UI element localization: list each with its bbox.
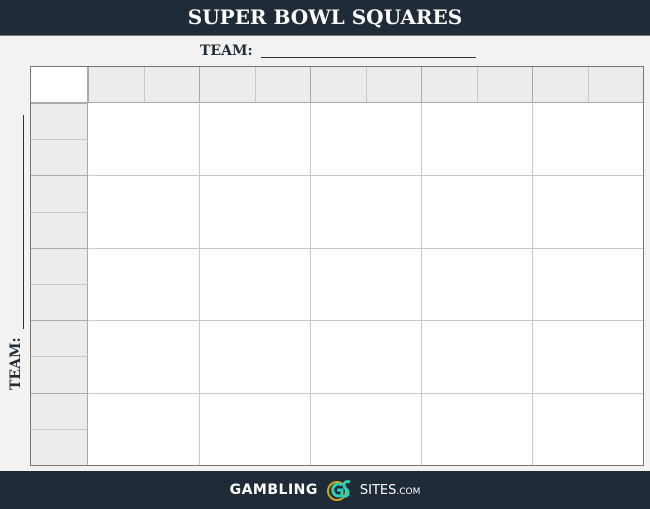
square-cell[interactable]: [310, 320, 421, 393]
corner-cell[interactable]: [31, 67, 88, 103]
row-number-cell[interactable]: [31, 175, 88, 212]
brand-left: GAMBLING: [229, 482, 318, 498]
square-cell[interactable]: [310, 103, 421, 176]
side-team-write-line[interactable]: [23, 115, 24, 329]
square-cell[interactable]: [421, 247, 532, 321]
square-cell[interactable]: [310, 392, 421, 465]
column-number-cell[interactable]: [365, 67, 421, 103]
column-number-cell[interactable]: [88, 67, 144, 103]
brand-suffix: .COM: [396, 486, 421, 497]
square-cell[interactable]: [199, 175, 310, 248]
top-team-label: TEAM:: [200, 43, 253, 59]
row-number-cell[interactable]: [31, 139, 88, 176]
row-number-cell[interactable]: [31, 103, 88, 140]
square-cell[interactable]: [88, 320, 199, 393]
column-number-cell[interactable]: [421, 67, 477, 103]
column-number-cell[interactable]: [143, 67, 199, 103]
row-number-cell[interactable]: [31, 211, 88, 248]
square-cell[interactable]: [421, 175, 532, 248]
square-cell[interactable]: [88, 175, 199, 248]
column-number-cell[interactable]: [587, 67, 643, 103]
row-number-cell[interactable]: [31, 356, 88, 393]
page-title: SUPER BOWL SQUARES: [0, 0, 650, 36]
square-cell[interactable]: [199, 247, 310, 321]
square-cell[interactable]: [532, 175, 643, 248]
square-cell[interactable]: [310, 175, 421, 248]
side-team-label: TEAM:: [8, 337, 24, 390]
row-number-cell[interactable]: [31, 392, 88, 429]
column-number-cell[interactable]: [476, 67, 532, 103]
square-cell[interactable]: [421, 320, 532, 393]
column-number-cell[interactable]: [532, 67, 588, 103]
row-number-cell[interactable]: [31, 284, 88, 321]
gs-logo-icon: [326, 480, 351, 501]
square-cell[interactable]: [199, 103, 310, 176]
square-cell[interactable]: [421, 392, 532, 465]
footer: GAMBLING SITES.COM: [0, 471, 650, 509]
column-number-cell[interactable]: [310, 67, 366, 103]
square-cell[interactable]: [199, 320, 310, 393]
square-cell[interactable]: [532, 247, 643, 321]
row-number-cell[interactable]: [31, 428, 88, 465]
row-number-cell[interactable]: [31, 320, 88, 357]
square-cell[interactable]: [88, 247, 199, 321]
square-cell[interactable]: [199, 392, 310, 465]
squares-grid: [30, 66, 644, 466]
square-cell[interactable]: [421, 103, 532, 176]
square-cell[interactable]: [532, 320, 643, 393]
row-number-cell[interactable]: [31, 247, 88, 284]
brand-sites: SITES: [359, 482, 397, 498]
square-cell[interactable]: [532, 392, 643, 465]
square-cell[interactable]: [88, 103, 199, 176]
column-number-cell[interactable]: [199, 67, 255, 103]
top-team-write-line[interactable]: [261, 57, 476, 58]
square-cell[interactable]: [532, 103, 643, 176]
column-number-cell[interactable]: [254, 67, 310, 103]
brand-right: SITES.COM: [360, 483, 421, 498]
square-cell[interactable]: [88, 392, 199, 465]
square-cell[interactable]: [310, 247, 421, 321]
